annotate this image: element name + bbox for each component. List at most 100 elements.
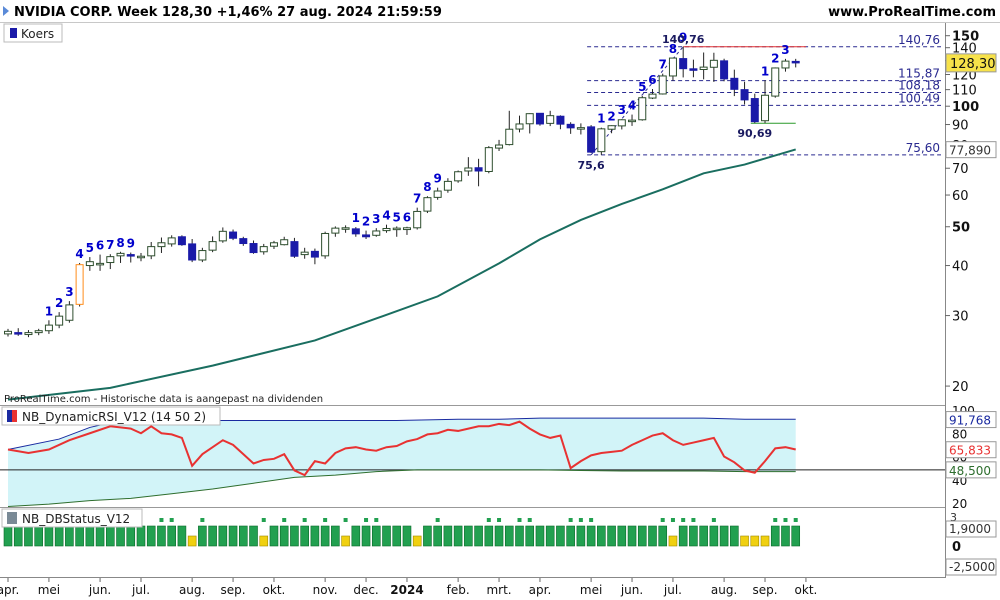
candle xyxy=(259,243,268,255)
legend-rsi[interactable]: NB_DynamicRSI_V12 (14 50 2) xyxy=(1,406,221,426)
x-tick-label: aug. xyxy=(179,583,205,597)
x-tick-label: sep. xyxy=(221,583,246,597)
price-tick-label: 50 xyxy=(952,221,970,236)
status-bar xyxy=(136,525,146,547)
candle-body xyxy=(188,243,197,261)
x-tick-label: apr. xyxy=(529,583,552,597)
rsi-tick-label: 80 xyxy=(952,427,967,441)
candle-body xyxy=(730,77,739,90)
rsi-value-box xyxy=(945,411,997,429)
candle xyxy=(720,58,729,82)
status-bar xyxy=(770,525,780,547)
candle xyxy=(300,247,309,259)
status-bar xyxy=(341,535,350,547)
candle xyxy=(484,146,493,174)
status-bar xyxy=(95,525,105,547)
candle xyxy=(218,227,227,243)
candle xyxy=(116,251,125,263)
candle xyxy=(587,125,596,154)
candle xyxy=(321,231,330,259)
candle xyxy=(24,330,33,338)
candle xyxy=(4,328,12,337)
site-brand[interactable]: www.ProRealTime.com xyxy=(828,5,996,20)
count-label: 9 xyxy=(679,31,687,45)
ma-value-label: 77,890 xyxy=(949,144,991,158)
status-dot xyxy=(660,518,665,522)
candle-body xyxy=(321,232,330,257)
status-bar xyxy=(371,525,381,547)
count-label: 1 xyxy=(45,304,53,318)
candle xyxy=(597,127,606,155)
status-dot xyxy=(670,518,675,522)
status-bar xyxy=(157,525,166,547)
status-bar xyxy=(75,525,84,547)
rsi-value-box xyxy=(945,441,997,459)
status-bar xyxy=(494,525,504,547)
price-tick-label: 110 xyxy=(952,84,977,99)
candle xyxy=(750,93,759,124)
status-dot xyxy=(681,518,686,522)
candle-body xyxy=(423,197,432,212)
candle xyxy=(454,170,463,183)
candle-body xyxy=(341,227,350,230)
level-label: 108,18 xyxy=(898,79,940,93)
x-tick-label: dec. xyxy=(353,583,378,597)
legend-price[interactable]: Koers xyxy=(3,23,63,43)
candle xyxy=(566,122,575,134)
collapse-arrow-icon[interactable] xyxy=(3,6,9,16)
status-bar xyxy=(146,525,156,547)
legend-price-label: Koers xyxy=(21,27,54,41)
status-bar xyxy=(525,525,535,547)
candlesticks xyxy=(4,46,800,338)
status-bar xyxy=(34,525,43,547)
status-bar xyxy=(187,535,197,547)
status-bar xyxy=(54,525,64,547)
candle-body xyxy=(658,75,667,95)
candle xyxy=(679,46,688,78)
candle xyxy=(699,52,708,80)
candle xyxy=(392,226,401,237)
candle-body xyxy=(177,236,186,246)
status-dot xyxy=(497,518,502,522)
candle xyxy=(668,57,677,81)
status-bar xyxy=(648,525,657,547)
candle-body xyxy=(136,255,145,259)
candle xyxy=(433,187,442,200)
x-tick-label: mei xyxy=(580,583,602,597)
count-label: 8 xyxy=(423,180,431,194)
candle-body xyxy=(362,234,371,238)
candle xyxy=(474,158,483,187)
x-tick-label: okt. xyxy=(795,583,818,597)
status-bar xyxy=(464,525,473,547)
candle xyxy=(495,139,504,151)
candle xyxy=(34,328,43,336)
status-bar xyxy=(249,525,258,547)
candle xyxy=(341,225,350,233)
status-bar xyxy=(576,525,586,547)
candle xyxy=(781,58,790,72)
level-label: 100,49 xyxy=(898,91,940,105)
price-annotation: 140,76 xyxy=(662,33,705,46)
x-tick-label: mrt. xyxy=(486,583,511,597)
candle-body xyxy=(300,251,309,256)
candle-body xyxy=(587,126,596,153)
rsi-value-label: 48,500 xyxy=(949,464,991,478)
legend-status[interactable]: NB_DBStatus_V12 xyxy=(1,508,143,528)
chart-title: NVIDIA CORP. Week 128,30 +1,46% 27 aug. … xyxy=(14,5,442,20)
candle-body xyxy=(259,246,268,253)
count-label: 6 xyxy=(96,239,104,253)
candle-body xyxy=(668,57,677,77)
price-tick-label: 40 xyxy=(952,260,969,275)
rsi-value-label: 65,833 xyxy=(949,444,991,458)
status-bar xyxy=(269,525,279,547)
x-tick-label: feb. xyxy=(447,583,470,597)
status-bar xyxy=(566,525,575,547)
level-label: 115,87 xyxy=(898,67,940,81)
candle-body xyxy=(607,125,616,130)
status-bar xyxy=(791,525,801,547)
count-label: 3 xyxy=(372,212,380,226)
candle xyxy=(546,110,555,127)
status-bar xyxy=(781,525,790,547)
status-dot xyxy=(711,518,716,522)
candle xyxy=(188,238,197,263)
